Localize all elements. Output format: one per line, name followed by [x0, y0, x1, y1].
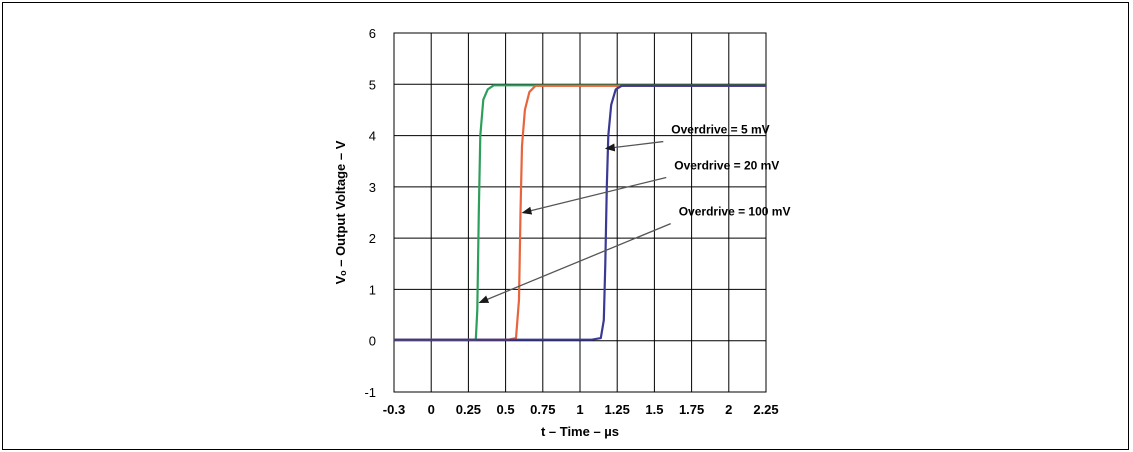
- annotation-label: Overdrive = 5 mV: [671, 123, 769, 137]
- series-layer: [394, 84, 766, 341]
- y-axis-title: Vₒ – Output Voltage – V: [333, 140, 348, 284]
- annotation-arrow: [604, 140, 664, 152]
- x-tick-label: 0: [428, 402, 435, 417]
- y-tick-label: 0: [369, 334, 376, 349]
- annotation-arrow: [521, 176, 667, 215]
- y-tick-label: 1: [369, 282, 376, 297]
- x-tick-label: 1.5: [645, 402, 663, 417]
- y-tick-label: 5: [369, 77, 376, 92]
- x-tick-label: 1.75: [679, 402, 704, 417]
- annotation-layer: Overdrive = 5 mV Overdrive = 20 mV Overdri…: [478, 123, 791, 304]
- grid-lines: [393, 32, 767, 393]
- x-tick-label: 1: [576, 402, 583, 417]
- annotation-label: Overdrive = 100 mV: [679, 205, 791, 219]
- series-line-3: [394, 84, 766, 341]
- y-tick-label: 3: [369, 180, 376, 195]
- x-tick-label: 0.75: [530, 402, 555, 417]
- x-tick-label: 2: [725, 402, 732, 417]
- x-tick-label: 1.25: [605, 402, 630, 417]
- y-tick-label: 6: [369, 26, 376, 41]
- annotation-label: Overdrive = 20 mV: [674, 158, 779, 172]
- x-tick-label: 0.25: [456, 402, 481, 417]
- x-axis-title: t – Time – µs: [541, 424, 619, 439]
- y-tick-label: -1: [364, 385, 376, 400]
- x-tick-label: 0.5: [497, 402, 515, 417]
- tick-labels: -0.3 0 0.25 0.5 0.75 1 1.25 1.5 1.75 2 2.25 -1 0 1 2 3 4…: [364, 26, 778, 417]
- y-tick-label: 2: [369, 231, 376, 246]
- x-tick-label: -0.3: [383, 402, 405, 417]
- x-tick-label: 2.25: [753, 402, 778, 417]
- y-tick-label: 4: [369, 129, 376, 144]
- annotation-arrow: [478, 223, 671, 304]
